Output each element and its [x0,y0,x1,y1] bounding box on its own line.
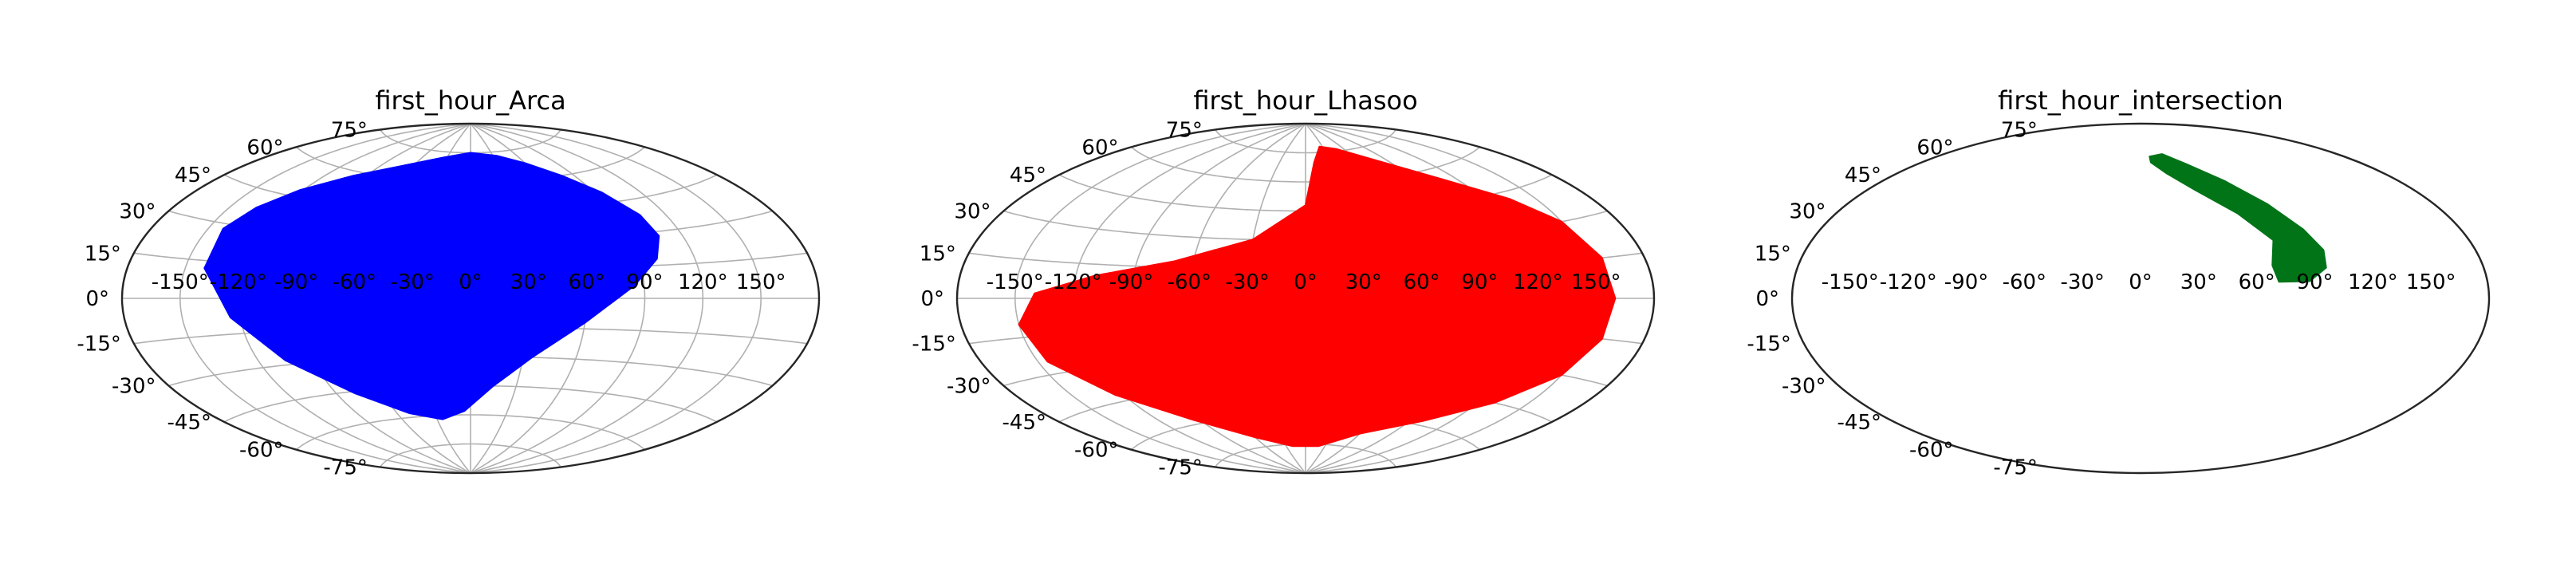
lat-tick-label: 30° [119,200,156,224]
parallel-line [1130,146,1481,183]
lon-tick-label: 0° [1294,270,1318,294]
lat-tick-label: -15° [77,333,120,357]
lat-tick-label: 75° [1166,119,1203,143]
lon-tick-label: 0° [2129,270,2153,294]
lon-tick-label: -60° [1168,270,1211,294]
parallel-line [1215,129,1396,154]
chart-title: first_hour_intersection [1998,85,2283,116]
parallel-line [295,414,646,451]
lat-tick-label: 0° [85,287,109,311]
lat-tick-label: 60° [246,136,283,160]
lat-tick-label: 60° [1916,136,1953,160]
lon-tick-label: 0° [459,270,483,294]
lon-tick-label: -150° [987,270,1044,294]
lon-tick-label: -60° [333,270,376,294]
lat-tick-label: 0° [920,287,944,311]
lat-tick-label: -30° [947,375,991,399]
lat-tick-label: 15° [920,242,956,266]
lat-tick-label: -75° [323,456,367,480]
lon-tick-label: 30° [1345,270,1382,294]
lat-tick-label: 15° [85,242,121,266]
lat-tick-label: 75° [2001,119,2038,143]
chart-title: first_hour_Lhasoo [1193,85,1417,116]
lat-tick-label: -60° [1909,439,1953,463]
lat-tick-label: -45° [1837,411,1881,435]
coverage-region [1018,145,1617,448]
lon-tick-label: -150° [152,270,209,294]
lon-tick-label: 150° [1571,270,1621,294]
lon-tick-label: 90° [626,270,663,294]
lon-tick-label: -60° [2003,270,2046,294]
lon-tick-label: 120° [2348,270,2398,294]
lat-tick-label: -75° [1158,456,1202,480]
lon-tick-label: -120° [1045,270,1102,294]
lon-tick-label: 90° [1461,270,1498,294]
lat-tick-label: -45° [1002,411,1046,435]
lat-tick-label: 30° [1789,200,1826,224]
coverage-region [203,152,660,420]
lon-tick-label: -30° [390,270,434,294]
lon-tick-label: 30° [2180,270,2217,294]
lat-tick-label: -45° [167,411,211,435]
lat-tick-label: 45° [175,164,211,187]
subplot-intersection: first_hour_intersection 75° 60° 45° 30° 15° 0… [1747,85,2491,480]
lon-tick-label: -30° [2060,270,2104,294]
lon-tick-label: 90° [2296,270,2333,294]
subplot-lhasoo: first_hour_Lhasoo 75° 60° 45° 30° 15° 0° -15° -… [912,85,1656,480]
lon-tick-label: 120° [678,270,728,294]
map-outline [1790,122,2491,475]
parallel-line [380,443,561,467]
lon-tick-label: -90° [274,270,318,294]
lon-tick-label: 60° [569,270,605,294]
lat-tick-label: 45° [1845,164,1881,187]
lon-tick-label: -90° [1109,270,1153,294]
lon-tick-label: 120° [1513,270,1563,294]
lat-tick-label: 15° [1755,242,1791,266]
lat-tick-label: -60° [239,439,283,463]
lon-tick-label: -120° [1880,270,1937,294]
lon-tick-label: -90° [1944,270,1988,294]
lon-tick-label: 150° [2406,270,2456,294]
lat-tick-label: -30° [1782,375,1826,399]
lon-tick-label: 60° [1404,270,1440,294]
lon-tick-label: 30° [510,270,547,294]
lon-tick-label: 60° [2239,270,2275,294]
lon-tick-label: -120° [210,270,267,294]
lat-tick-label: -30° [112,375,156,399]
chart-title: first_hour_Arca [375,85,565,116]
map-outline [955,122,1656,475]
lat-tick-label: 45° [1010,164,1046,187]
lat-tick-label: -15° [1747,333,1790,357]
lat-tick-label: -15° [912,333,955,357]
lat-tick-label: 60° [1081,136,1118,160]
lat-tick-label: 75° [331,119,368,143]
lat-tick-label: 30° [954,200,991,224]
coverage-region [2149,153,2327,283]
subplot-arca: first_hour_Arca 75° 60° 45° 30° 15° 0° -15° -30… [77,85,821,480]
lon-tick-label: -150° [1822,270,1879,294]
lat-tick-label: -60° [1074,439,1118,463]
lat-tick-label: -75° [1993,456,2037,480]
lon-tick-label: 150° [736,270,786,294]
map-outline [120,122,821,475]
lon-tick-label: -30° [1225,270,1269,294]
lat-tick-label: 0° [1755,287,1779,311]
